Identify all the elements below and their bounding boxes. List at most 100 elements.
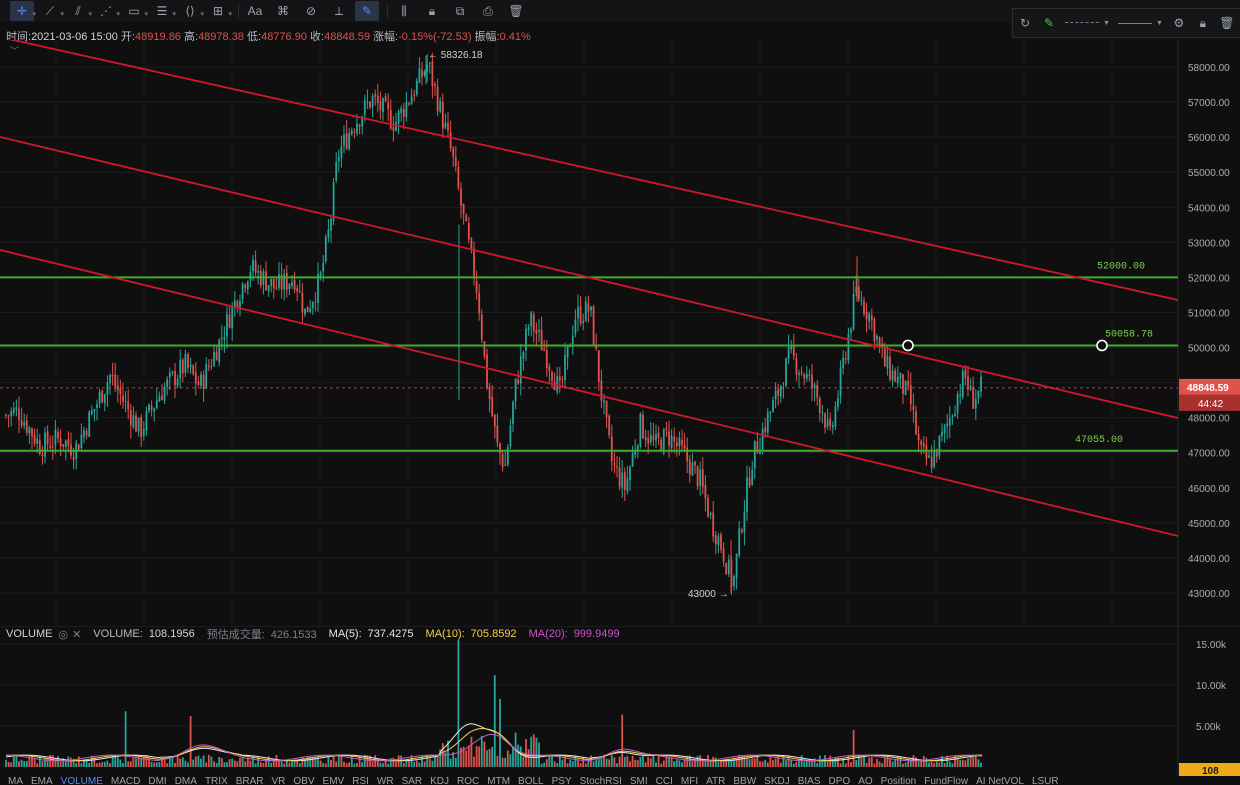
indicator-tab-trix[interactable]: TRIX bbox=[204, 776, 228, 785]
rectangle-tool-icon[interactable]: ▭ ▾ bbox=[128, 4, 148, 18]
indicator-tab-macd[interactable]: MACD bbox=[110, 776, 141, 785]
delete-icon[interactable]: 🗑︎ bbox=[1219, 16, 1235, 30]
magnet-tool-icon[interactable]: ⌘ bbox=[277, 4, 289, 18]
settings-icon[interactable]: ⚙ bbox=[1173, 16, 1185, 30]
indicator-tab-psy[interactable]: PSY bbox=[551, 776, 572, 785]
close-value: 48848.59 bbox=[324, 31, 370, 43]
indicator-tab-obv[interactable]: OBV bbox=[293, 776, 315, 785]
chevron-down-icon[interactable]: ▾ bbox=[116, 11, 120, 18]
channel-tool-icon[interactable]: ⫽ ▾ bbox=[75, 3, 92, 19]
indicator-tab-ema[interactable]: EMA bbox=[31, 776, 53, 785]
volume-bar bbox=[590, 755, 592, 767]
volume-bar bbox=[116, 757, 119, 767]
measure-tool-icon[interactable]: ⊞ ▾ bbox=[212, 4, 232, 18]
delete-tool-icon[interactable]: 🗑︎ bbox=[508, 4, 524, 18]
pattern-tool-icon[interactable]: ⟨⟩ ▾ bbox=[185, 4, 204, 18]
indicator-tab-mtm[interactable]: MTM bbox=[487, 776, 511, 785]
chevron-down-icon[interactable]: ▾ bbox=[32, 11, 36, 18]
indicator-tab-vr[interactable]: VR bbox=[271, 776, 286, 785]
candle-body bbox=[322, 262, 325, 272]
candle-body bbox=[704, 484, 707, 499]
volume-bar bbox=[922, 755, 925, 767]
volume-bar bbox=[961, 759, 964, 767]
candle-body bbox=[847, 334, 850, 361]
indicator-tab-emv[interactable]: EMV bbox=[322, 776, 345, 785]
reset-icon[interactable]: ↻ bbox=[1019, 16, 1031, 30]
indicator-tab-bbw[interactable]: BBW bbox=[733, 776, 757, 785]
indicator-tab-cci[interactable]: CCI bbox=[655, 776, 673, 785]
polyline-tool-icon[interactable]: ⋰ ▾ bbox=[100, 4, 120, 18]
indicator-tab-dma[interactable]: DMA bbox=[174, 776, 197, 785]
draw-mode-tool-icon[interactable]: ✎ bbox=[355, 1, 379, 21]
line-width-select[interactable]: ▼ bbox=[1117, 20, 1163, 27]
copy-tool-icon[interactable]: ⧉ bbox=[455, 3, 465, 18]
chevron-down-icon[interactable]: ▾ bbox=[200, 11, 204, 18]
chevron-down-icon[interactable]: ▾ bbox=[172, 11, 176, 18]
eraser-tool-icon[interactable]: ⊘ bbox=[305, 4, 317, 18]
indicator-tab-ma[interactable]: MA bbox=[8, 776, 23, 785]
trend-line[interactable] bbox=[0, 136, 1179, 419]
indicator-tab-boll[interactable]: BOLL bbox=[518, 776, 544, 785]
volume-bar bbox=[205, 762, 208, 767]
lock-icon[interactable]: 🔒︎ bbox=[1199, 15, 1207, 30]
indicator-tab-ai-netvol[interactable]: AI NetVOL bbox=[976, 776, 1024, 785]
indicator-tab-volume[interactable]: VOLUME bbox=[60, 776, 103, 785]
candles bbox=[5, 52, 982, 596]
indicator-tab-ao[interactable]: AO bbox=[858, 776, 873, 785]
chevron-down-icon[interactable]: ▾ bbox=[88, 11, 92, 18]
fib-tool-icon[interactable]: ☰ ▾ bbox=[156, 4, 176, 18]
candle-body bbox=[961, 370, 964, 397]
volume-bar bbox=[103, 761, 106, 767]
indicator-tab-wr[interactable]: WR bbox=[376, 776, 394, 785]
crosshair-tool-icon[interactable]: ✛ ▾ bbox=[10, 1, 36, 21]
indicator-tab-bias[interactable]: BIAS bbox=[797, 776, 821, 785]
chevron-down-icon[interactable]: ▾ bbox=[144, 11, 148, 18]
lock-tool-icon[interactable]: 🔒︎ bbox=[428, 3, 436, 18]
volume-bar bbox=[213, 761, 215, 767]
candle-body bbox=[358, 124, 361, 127]
indicator-tab-rsi[interactable]: RSI bbox=[352, 776, 369, 785]
chevron-down-icon[interactable]: ▾ bbox=[228, 11, 232, 18]
volume-tick-label: 10.00k bbox=[1196, 681, 1227, 692]
volume-settings-icon[interactable]: ◎ bbox=[58, 628, 69, 641]
candle-body bbox=[382, 98, 384, 113]
price-chart[interactable]: 58000.00 57000.00 56000.00 55000.00 54000.00… bbox=[0, 40, 1240, 626]
indicator-tab-lsur[interactable]: LSUR bbox=[1031, 776, 1059, 785]
price-axis[interactable] bbox=[1178, 40, 1240, 626]
indicator-tab-brar[interactable]: BRAR bbox=[235, 776, 264, 785]
indicator-tab-skdj[interactable]: SKDJ bbox=[764, 776, 790, 785]
indicator-tab-atr[interactable]: ATR bbox=[706, 776, 726, 785]
collapse-chevron-icon[interactable]: ﹀ bbox=[10, 46, 20, 56]
chevron-down-icon[interactable]: ▾ bbox=[60, 11, 64, 18]
candle-body bbox=[548, 366, 551, 372]
candle-body bbox=[231, 305, 234, 329]
visibility-tool-icon[interactable]: ⫼ bbox=[401, 3, 407, 18]
text-tool-icon[interactable]: Aa bbox=[247, 4, 263, 18]
ruler-tool-icon[interactable]: ⟂ bbox=[334, 3, 343, 18]
screenshot-tool-icon[interactable]: ⎙ bbox=[483, 3, 493, 18]
indicator-tab-fundflow[interactable]: FundFlow bbox=[924, 776, 969, 785]
volume-bar bbox=[733, 757, 735, 767]
trend-line[interactable] bbox=[0, 249, 1179, 537]
level-label: 47055.00 bbox=[1075, 435, 1123, 446]
indicator-tab-position[interactable]: Position bbox=[880, 776, 917, 785]
trendline-tool-icon[interactable]: ⟋ ▾ bbox=[45, 3, 64, 19]
trend-line[interactable] bbox=[0, 40, 1179, 301]
indicator-tab-dmi[interactable]: DMI bbox=[148, 776, 167, 785]
indicator-tab-stochrsi[interactable]: StochRSI bbox=[579, 776, 622, 785]
indicator-tab-kdj[interactable]: KDJ bbox=[430, 776, 450, 785]
line-color-icon[interactable]: ✎ bbox=[1043, 16, 1055, 30]
indicator-tab-mfi[interactable]: MFI bbox=[680, 776, 699, 785]
candle-body bbox=[363, 100, 366, 115]
candle-body bbox=[636, 445, 639, 452]
line-style-select[interactable]: ▼ bbox=[1065, 20, 1110, 27]
indicator-tab-dpo[interactable]: DPO bbox=[828, 776, 851, 785]
volume-bar bbox=[140, 758, 143, 767]
line-anchor-handle[interactable] bbox=[902, 339, 914, 352]
indicator-tab-roc[interactable]: ROC bbox=[457, 776, 480, 785]
candle-body bbox=[306, 306, 309, 313]
indicator-tab-smi[interactable]: SMI bbox=[629, 776, 648, 785]
volume-close-icon[interactable]: ✕ bbox=[72, 628, 82, 641]
indicator-tab-sar[interactable]: SAR bbox=[401, 776, 423, 785]
line-anchor-handle[interactable] bbox=[1096, 339, 1108, 352]
